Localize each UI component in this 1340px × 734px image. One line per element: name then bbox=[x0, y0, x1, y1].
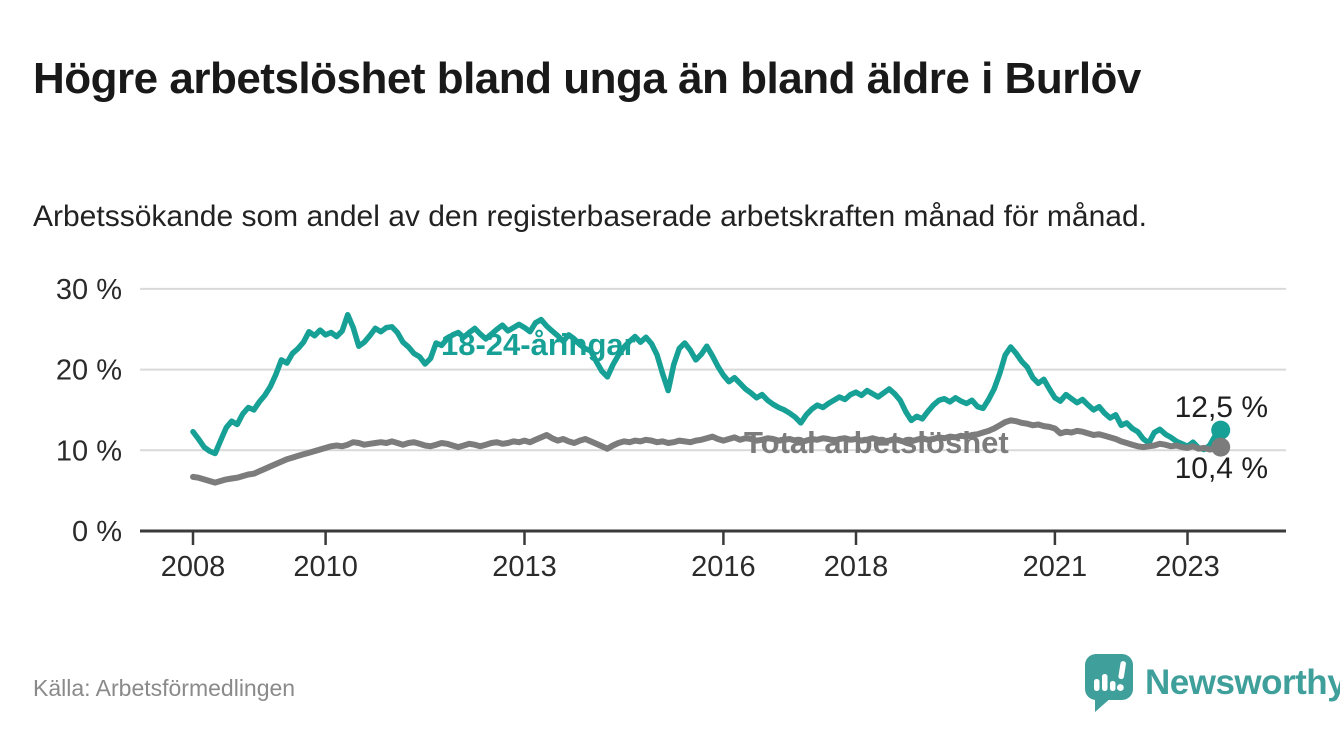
y-axis-label-20: 20 % bbox=[56, 355, 122, 387]
end-value-total: 10,4 % bbox=[1174, 452, 1268, 485]
series-label-total: Total arbetslöshet bbox=[744, 425, 1009, 460]
y-axis-label-10: 10 % bbox=[56, 435, 122, 467]
y-axis-label-30: 30 % bbox=[56, 274, 122, 306]
x-axis-label-2016: 2016 bbox=[691, 551, 756, 583]
chart-subtitle: Arbetssökande som andel av den registerb… bbox=[33, 200, 1147, 233]
newsworthy-logo-text: Newsworthy bbox=[1145, 663, 1340, 702]
x-axis-label-2013: 2013 bbox=[492, 551, 557, 583]
end-dot-total bbox=[1211, 437, 1231, 457]
x-axis-label-2023: 2023 bbox=[1155, 551, 1220, 583]
series-line-total bbox=[190, 417, 1224, 486]
newsworthy-logo-icon bbox=[1085, 654, 1133, 712]
source-note: Källa: Arbetsförmedlingen bbox=[33, 675, 296, 701]
x-axis-label-2021: 2021 bbox=[1023, 551, 1088, 583]
series-line-young bbox=[190, 311, 1224, 457]
series-label-young: 18-24-åringar bbox=[441, 327, 636, 362]
page-title: Högre arbetslöshet bland unga än bland ä… bbox=[33, 54, 1141, 104]
x-axis-label-2018: 2018 bbox=[824, 551, 889, 583]
end-dot-young bbox=[1211, 420, 1231, 440]
x-axis-label-2008: 2008 bbox=[161, 551, 226, 583]
x-axis-label-2010: 2010 bbox=[293, 551, 358, 583]
y-axis-label-0: 0 % bbox=[72, 516, 122, 548]
end-value-young: 12,5 % bbox=[1174, 391, 1268, 424]
newsworthy-brand: Newsworthy bbox=[1085, 654, 1340, 712]
